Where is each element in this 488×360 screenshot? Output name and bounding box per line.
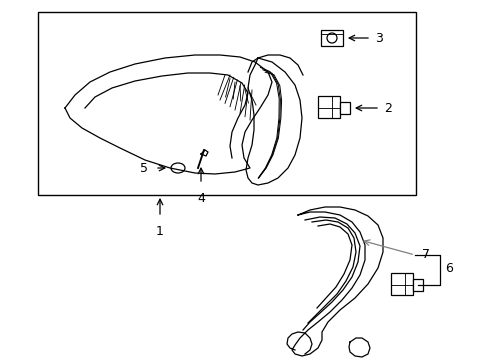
Text: 1: 1 [156,225,163,238]
Bar [320,30,342,46]
Text: 5: 5 [140,162,148,175]
Text: 2: 2 [383,102,391,114]
Text: 7: 7 [421,248,429,261]
Bar [390,273,412,295]
Text: 4: 4 [197,192,204,205]
Text: 6: 6 [444,261,452,274]
Text: 3: 3 [374,31,382,45]
Bar [317,96,339,118]
Bar [38,12,415,195]
Bar [412,279,422,291]
Bar [339,102,349,114]
